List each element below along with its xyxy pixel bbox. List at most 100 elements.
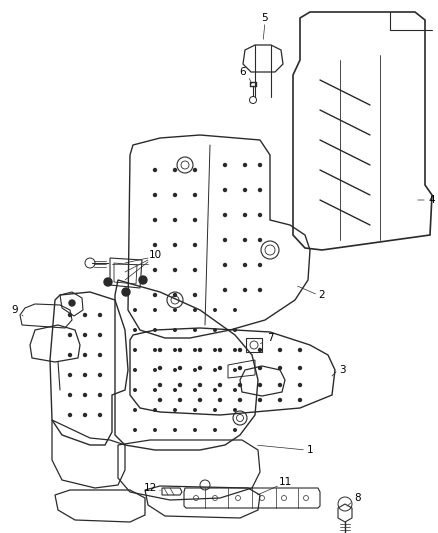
Circle shape bbox=[84, 393, 86, 397]
Circle shape bbox=[174, 429, 177, 431]
Circle shape bbox=[179, 367, 181, 369]
Circle shape bbox=[159, 367, 162, 369]
Circle shape bbox=[299, 384, 301, 386]
Text: 1: 1 bbox=[307, 445, 313, 455]
Circle shape bbox=[134, 349, 136, 351]
Circle shape bbox=[239, 384, 241, 386]
Circle shape bbox=[223, 164, 226, 166]
Circle shape bbox=[244, 189, 247, 191]
Circle shape bbox=[99, 313, 102, 317]
Circle shape bbox=[159, 399, 162, 401]
Circle shape bbox=[154, 429, 156, 431]
Circle shape bbox=[223, 189, 226, 191]
Circle shape bbox=[173, 269, 177, 271]
Circle shape bbox=[219, 399, 222, 401]
Text: 3: 3 bbox=[339, 365, 345, 375]
Text: 4: 4 bbox=[429, 195, 435, 205]
Circle shape bbox=[173, 219, 177, 222]
Circle shape bbox=[174, 349, 177, 351]
Circle shape bbox=[239, 367, 241, 369]
Circle shape bbox=[194, 389, 196, 391]
Circle shape bbox=[198, 367, 201, 369]
Circle shape bbox=[159, 349, 162, 351]
Text: 5: 5 bbox=[261, 13, 268, 23]
Circle shape bbox=[68, 334, 71, 336]
Circle shape bbox=[179, 349, 181, 351]
Circle shape bbox=[134, 429, 136, 431]
Circle shape bbox=[134, 309, 136, 311]
Circle shape bbox=[258, 384, 261, 386]
Circle shape bbox=[194, 329, 196, 332]
Circle shape bbox=[244, 238, 247, 241]
Circle shape bbox=[258, 214, 261, 216]
Circle shape bbox=[179, 384, 181, 386]
Circle shape bbox=[99, 353, 102, 357]
Circle shape bbox=[134, 409, 136, 411]
Circle shape bbox=[299, 349, 301, 351]
Circle shape bbox=[214, 329, 216, 332]
Circle shape bbox=[194, 349, 196, 351]
Circle shape bbox=[234, 329, 236, 332]
Text: 2: 2 bbox=[319, 290, 325, 300]
Circle shape bbox=[258, 189, 261, 191]
Circle shape bbox=[179, 399, 181, 401]
Circle shape bbox=[198, 384, 201, 386]
Circle shape bbox=[99, 393, 102, 397]
Circle shape bbox=[84, 313, 86, 317]
Circle shape bbox=[194, 193, 197, 197]
Circle shape bbox=[214, 409, 216, 411]
Circle shape bbox=[153, 294, 156, 296]
Circle shape bbox=[84, 374, 86, 376]
Circle shape bbox=[134, 389, 136, 391]
Circle shape bbox=[68, 393, 71, 397]
Circle shape bbox=[244, 263, 247, 266]
Circle shape bbox=[153, 269, 156, 271]
Circle shape bbox=[174, 309, 177, 311]
Text: 6: 6 bbox=[240, 67, 246, 77]
Circle shape bbox=[99, 374, 102, 376]
Circle shape bbox=[153, 193, 156, 197]
Circle shape bbox=[279, 349, 282, 351]
Circle shape bbox=[223, 238, 226, 241]
Circle shape bbox=[219, 367, 222, 369]
Circle shape bbox=[69, 300, 75, 306]
Circle shape bbox=[299, 399, 301, 401]
Text: 7: 7 bbox=[267, 333, 273, 343]
Circle shape bbox=[234, 349, 236, 351]
Circle shape bbox=[139, 276, 147, 284]
Circle shape bbox=[174, 389, 177, 391]
Circle shape bbox=[194, 168, 197, 172]
Circle shape bbox=[239, 399, 241, 401]
Circle shape bbox=[134, 369, 136, 372]
Text: 11: 11 bbox=[279, 477, 292, 487]
Circle shape bbox=[68, 313, 71, 317]
Circle shape bbox=[258, 238, 261, 241]
Text: 12: 12 bbox=[143, 483, 157, 493]
Circle shape bbox=[174, 369, 177, 372]
Circle shape bbox=[244, 288, 247, 292]
Text: 9: 9 bbox=[12, 305, 18, 315]
Circle shape bbox=[153, 219, 156, 222]
Circle shape bbox=[154, 369, 156, 372]
Circle shape bbox=[223, 214, 226, 216]
Circle shape bbox=[154, 309, 156, 311]
Circle shape bbox=[174, 329, 177, 332]
Circle shape bbox=[84, 334, 86, 336]
Circle shape bbox=[99, 334, 102, 336]
Circle shape bbox=[104, 278, 112, 286]
Circle shape bbox=[154, 409, 156, 411]
Circle shape bbox=[154, 389, 156, 391]
Circle shape bbox=[214, 389, 216, 391]
Circle shape bbox=[173, 244, 177, 246]
Text: 10: 10 bbox=[148, 250, 162, 260]
Circle shape bbox=[134, 329, 136, 332]
Circle shape bbox=[194, 219, 197, 222]
Circle shape bbox=[84, 353, 86, 357]
Circle shape bbox=[258, 349, 261, 351]
Circle shape bbox=[279, 384, 282, 386]
Circle shape bbox=[239, 349, 241, 351]
Circle shape bbox=[194, 294, 197, 296]
Circle shape bbox=[194, 269, 197, 271]
Circle shape bbox=[194, 429, 196, 431]
Circle shape bbox=[234, 409, 236, 411]
